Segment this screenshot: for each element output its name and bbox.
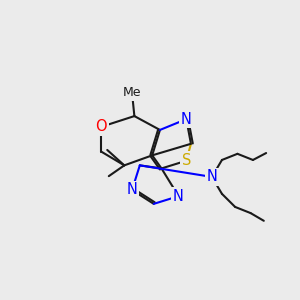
Text: S: S bbox=[182, 153, 191, 168]
Text: O: O bbox=[95, 119, 107, 134]
Text: N: N bbox=[206, 169, 217, 184]
Text: N: N bbox=[173, 189, 184, 204]
Text: N: N bbox=[181, 112, 192, 127]
Text: N: N bbox=[127, 182, 137, 197]
Text: Me: Me bbox=[123, 86, 141, 100]
